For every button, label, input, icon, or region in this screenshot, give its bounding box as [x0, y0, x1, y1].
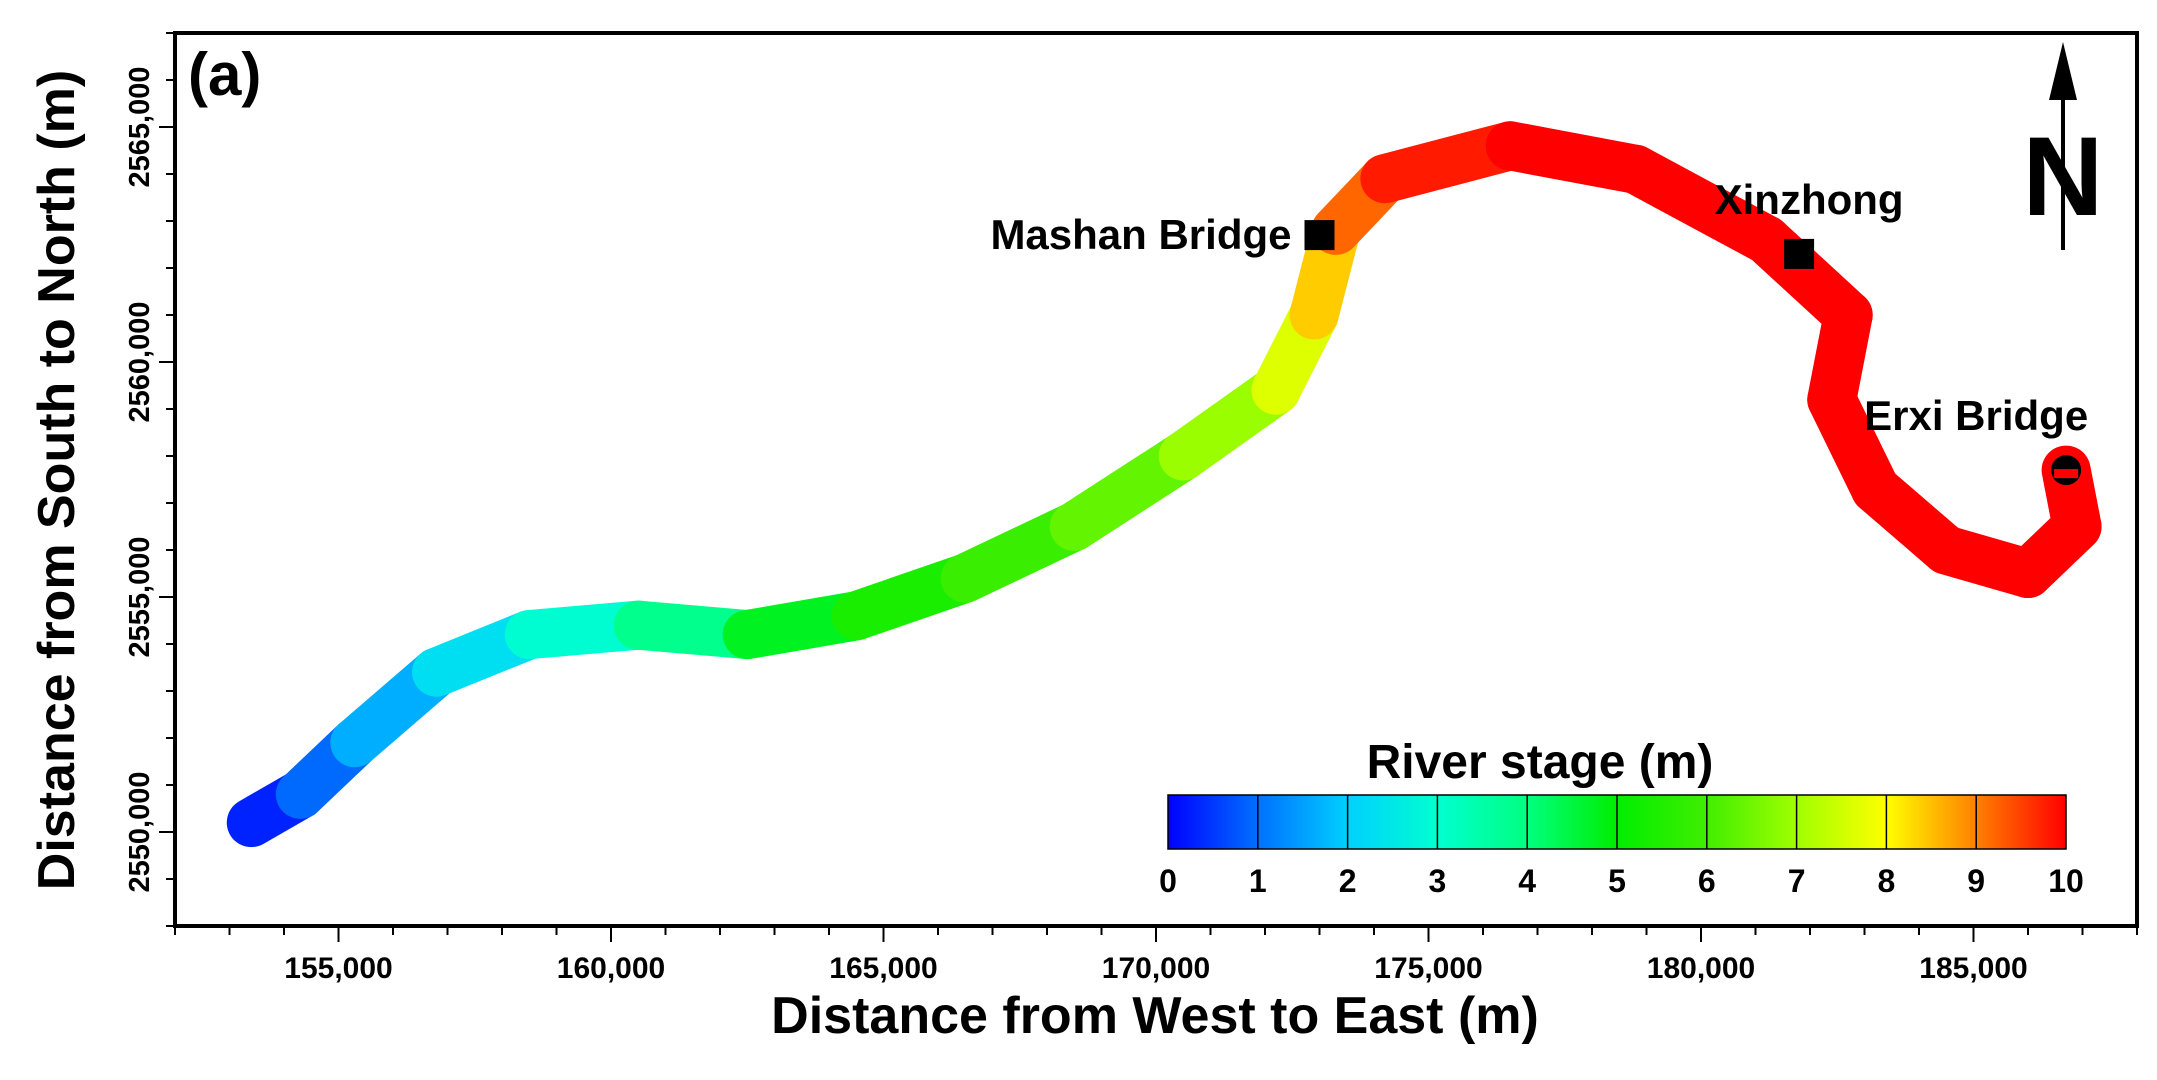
location-marker: [1304, 220, 1335, 251]
x-axis: 155,000 160,000 165,000 170,000 175,000 180,0…: [174, 926, 2138, 985]
colorbar-tick-label: 9: [1967, 863, 1985, 899]
x-axis-label: Distance from West to East (m): [771, 987, 1539, 1045]
y-tick-label: 2550,000: [124, 772, 156, 893]
colorbar-ticks: 0 1 2 3 4 5 6 7 8 9 10: [1159, 795, 2084, 899]
x-tick-label: 170,000: [1102, 952, 1210, 985]
north-arrow-head: [2049, 42, 2077, 100]
x-tick-label: 180,000: [1647, 952, 1755, 985]
river-segment: [1611, 144, 1791, 265]
location-marker-inner: [2054, 469, 2079, 479]
colorbar-tick-label: 6: [1698, 863, 1716, 899]
colorbar: River stage (m) 0 1 2 3 4 5 6 7 8 9 10: [1159, 736, 2084, 899]
y-tick-label: 2565,000: [124, 67, 156, 188]
x-tick-label: 185,000: [1919, 952, 2027, 985]
x-tick-label: 165,000: [829, 952, 937, 985]
y-axis: 2550,000 2555,000 2560,000 2565,000: [124, 32, 175, 927]
colorbar-tick-label: 10: [2048, 863, 2084, 899]
colorbar-tick-label: 7: [1788, 863, 1806, 899]
y-tick-label: 2555,000: [124, 537, 156, 658]
north-arrow-label: N: [2023, 114, 2104, 239]
location-label: Mashan Bridge: [990, 211, 1291, 258]
river-channel: [226, 121, 2102, 848]
colorbar-title: River stage (m): [1367, 736, 1714, 789]
y-axis-label: Distance from South to North (m): [28, 70, 86, 890]
colorbar-tick-label: 3: [1429, 863, 1447, 899]
location-marker: [1784, 238, 1815, 269]
y-tick-label: 2560,000: [124, 302, 156, 423]
colorbar-tick-label: 4: [1518, 863, 1536, 899]
colorbar-tick-label: 1: [1249, 863, 1267, 899]
location-markers: Mashan Bridge Xinzhong Erxi Bridge: [990, 176, 2088, 486]
north-arrow: N: [2023, 42, 2104, 250]
x-tick-label: 155,000: [284, 952, 392, 985]
colorbar-tick-label: 8: [1878, 863, 1896, 899]
colorbar-tick-label: 0: [1159, 863, 1177, 899]
colorbar-tick-label: 5: [1608, 863, 1626, 899]
location-label: Erxi Bridge: [1864, 392, 2088, 439]
x-tick-label: 160,000: [557, 952, 665, 985]
location-label: Xinzhong: [1715, 176, 1904, 223]
colorbar-tick-label: 2: [1339, 863, 1357, 899]
panel-label: (a): [188, 41, 261, 108]
x-tick-label: 175,000: [1374, 952, 1482, 985]
